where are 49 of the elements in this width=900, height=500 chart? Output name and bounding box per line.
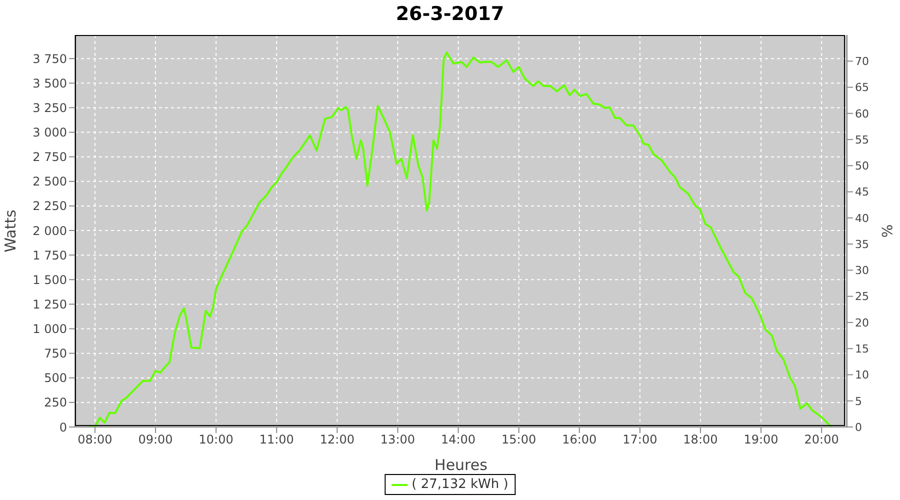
y2-tick-label: 10 [855, 368, 869, 382]
x-tick-label: 19:00 [744, 432, 778, 447]
y2-tick-label: 70 [855, 55, 869, 68]
y2-tick-label: 0 [855, 420, 862, 434]
x-tick-label: 09:00 [138, 432, 173, 447]
y2-tick-label: 50 [855, 160, 869, 173]
y-tick-label: 2 750 [32, 150, 67, 164]
x-tick-label: 13:00 [380, 432, 416, 447]
legend-label: ( 27,132 kWh ) [412, 477, 508, 492]
y-tick-label: 1 750 [32, 248, 67, 262]
x-tick-label: 17:00 [622, 432, 658, 447]
y2-tick-label: 35 [855, 238, 869, 251]
y2-tick-label: 25 [855, 290, 869, 304]
x-tick-label: 10:00 [198, 432, 234, 447]
x-tick-label: 08:00 [78, 432, 112, 447]
chart-title: 26-3-2017 [394, 3, 506, 25]
y2-tick-label: 5 [855, 394, 862, 408]
x-tick-label: 14:00 [440, 432, 476, 447]
x-axis-title: Heures [434, 456, 488, 474]
y-tick-label: 3 500 [32, 76, 67, 90]
y-tick-label: 0 [59, 420, 67, 434]
y-tick-label: 500 [44, 371, 67, 386]
y-tick-label: 1 500 [32, 272, 67, 287]
y-tick-label: 1 000 [32, 322, 67, 336]
y2-axis-title: % [878, 224, 894, 238]
x-tick-label: 11:00 [259, 432, 294, 447]
y-tick-label: 1 250 [32, 297, 67, 312]
x-tick-label: 20:00 [804, 432, 839, 447]
y-tick-label: 2 000 [32, 224, 67, 238]
y-tick-label: 3 250 [32, 100, 67, 115]
y2-tick-label: 15 [855, 342, 869, 356]
y-tick-label: 250 [44, 396, 67, 410]
y2-tick-label: 40 [855, 212, 869, 225]
x-tick-label: 15:00 [502, 432, 536, 447]
y-axis-title: Watts [1, 210, 20, 252]
x-tick-label: 16:00 [562, 432, 597, 447]
y2-tick-label: 45 [855, 186, 869, 199]
y2-tick-label: 60 [855, 107, 869, 120]
y-tick-label: 2 250 [32, 199, 67, 214]
y2-tick-label: 30 [855, 264, 869, 278]
y2-tick-label: 65 [855, 81, 869, 94]
x-tick-label: 18:00 [683, 432, 718, 447]
y-tick-label: 3 750 [32, 52, 67, 66]
y-tick-label: 750 [44, 346, 67, 361]
x-tick-label: 12:00 [320, 432, 354, 447]
y2-tick-label: 20 [855, 316, 869, 330]
y-tick-label: 2 500 [32, 174, 67, 189]
y2-tick-label: 55 [855, 133, 869, 146]
y-tick-label: 3 000 [32, 126, 67, 140]
